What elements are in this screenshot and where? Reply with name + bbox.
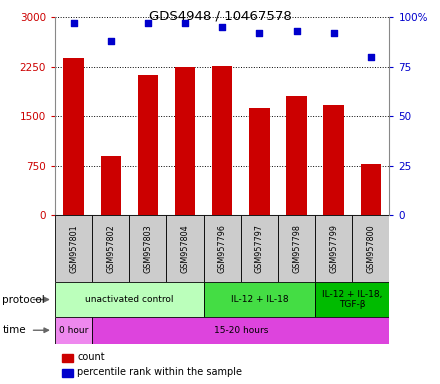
Bar [92, 317, 389, 344]
Point [70, 20, 77, 26]
Bar [315, 282, 389, 317]
Bar [241, 215, 278, 282]
Bar [175, 67, 195, 215]
Point [144, 20, 151, 26]
Bar [204, 282, 315, 317]
Text: GSM957803: GSM957803 [143, 224, 152, 273]
Point [330, 30, 337, 36]
Point [219, 24, 226, 30]
Text: unactivated control: unactivated control [85, 295, 173, 304]
Bar [55, 215, 92, 282]
Bar [361, 164, 381, 215]
Bar [352, 215, 389, 282]
Text: protocol: protocol [2, 295, 45, 305]
Text: GSM957798: GSM957798 [292, 224, 301, 273]
Bar [166, 215, 204, 282]
Text: IL-12 + IL-18: IL-12 + IL-18 [231, 295, 288, 304]
Bar [129, 215, 166, 282]
Text: GSM957801: GSM957801 [69, 224, 78, 273]
Bar [212, 66, 232, 215]
Bar [138, 75, 158, 215]
Bar [204, 215, 241, 282]
Bar [315, 215, 352, 282]
Text: GSM957796: GSM957796 [218, 224, 227, 273]
Bar [92, 215, 129, 282]
Text: IL-12 + IL-18,
TGF-β: IL-12 + IL-18, TGF-β [322, 290, 382, 309]
Text: 0 hour: 0 hour [59, 326, 88, 335]
Point [367, 54, 374, 60]
Bar [249, 108, 270, 215]
Text: GSM957799: GSM957799 [329, 224, 338, 273]
Bar [55, 317, 92, 344]
Bar [63, 58, 84, 215]
Text: percentile rank within the sample: percentile rank within the sample [77, 367, 242, 377]
Text: GSM957802: GSM957802 [106, 224, 115, 273]
Text: time: time [2, 325, 26, 335]
Point [182, 20, 189, 26]
Text: 15-20 hours: 15-20 hours [213, 326, 268, 335]
Bar [286, 96, 307, 215]
Text: GSM957804: GSM957804 [180, 224, 190, 273]
Point [107, 38, 114, 44]
Bar [100, 156, 121, 215]
Text: GDS4948 / 10467578: GDS4948 / 10467578 [149, 10, 291, 23]
Text: GSM957797: GSM957797 [255, 224, 264, 273]
Point [293, 28, 300, 34]
Bar [323, 105, 344, 215]
Text: count: count [77, 352, 105, 362]
Bar [278, 215, 315, 282]
Bar [55, 282, 204, 317]
Point [256, 30, 263, 36]
Text: GSM957800: GSM957800 [367, 224, 375, 273]
